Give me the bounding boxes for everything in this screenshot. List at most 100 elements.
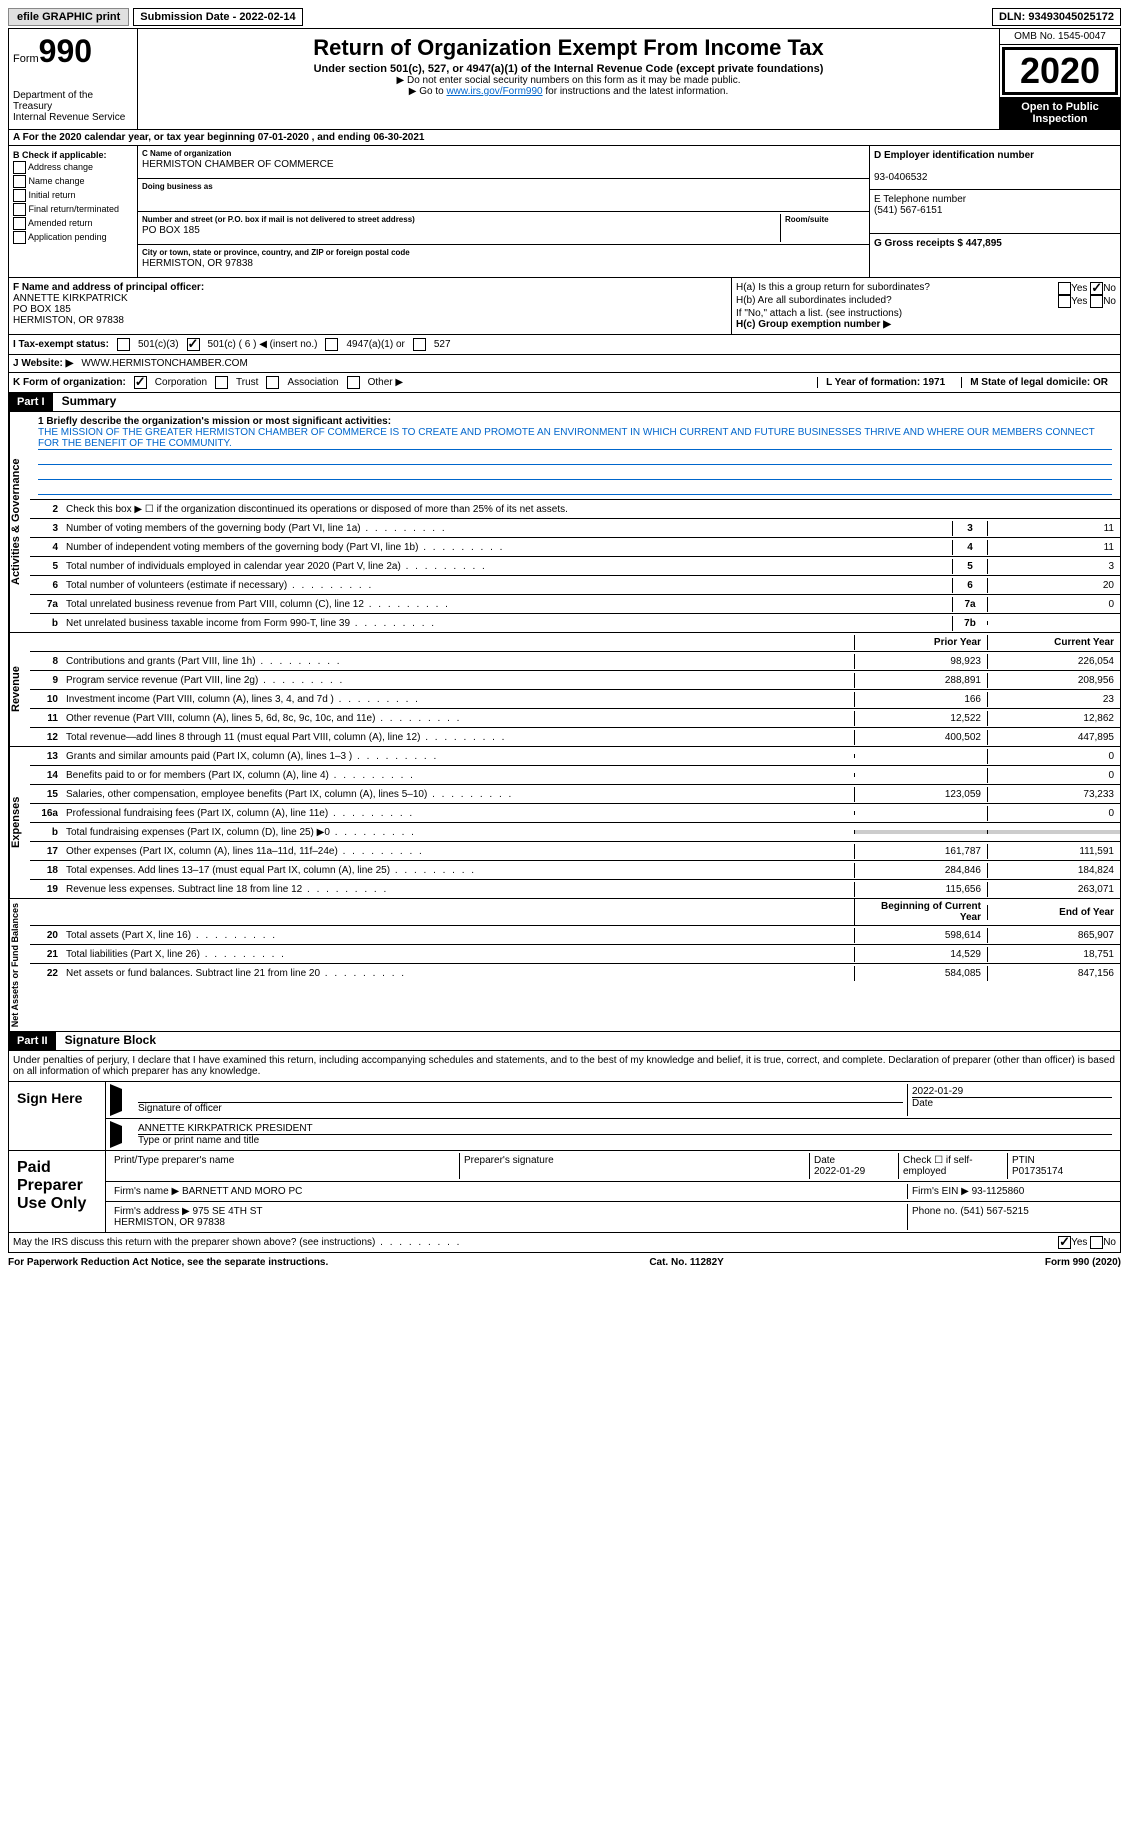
dept-label: Department of the Treasury Internal Reve… xyxy=(13,90,133,123)
footer-right: Form 990 (2020) xyxy=(1045,1257,1121,1268)
room-label: Room/suite xyxy=(785,215,829,224)
summary-line: 5Total number of individuals employed in… xyxy=(30,557,1120,576)
org-address: PO BOX 185 xyxy=(142,225,200,236)
dba-label: Doing business as xyxy=(142,182,213,191)
part1-title: Summary xyxy=(56,394,117,408)
hb-no[interactable] xyxy=(1090,295,1103,308)
sig-date: 2022-01-29 xyxy=(912,1086,1112,1098)
col-current-year: Current Year xyxy=(987,635,1120,650)
row-klm: K Form of organization: Corporation Trus… xyxy=(8,373,1121,393)
summary-line: 16aProfessional fundraising fees (Part I… xyxy=(30,804,1120,823)
col-begin-year: Beginning of Current Year xyxy=(854,899,987,925)
chk-other[interactable] xyxy=(347,376,360,389)
summary-line: 12Total revenue—add lines 8 through 11 (… xyxy=(30,728,1120,746)
summary-line: 17Other expenses (Part IX, column (A), l… xyxy=(30,842,1120,861)
form-label: Form xyxy=(13,53,39,65)
c-name-label: C Name of organization xyxy=(142,149,231,158)
form-subtitle: Under section 501(c), 527, or 4947(a)(1)… xyxy=(142,63,995,75)
ha-yes[interactable] xyxy=(1058,282,1071,295)
line2: Check this box ▶ ☐ if the organization d… xyxy=(62,502,1120,517)
summary-line: 13Grants and similar amounts paid (Part … xyxy=(30,747,1120,766)
prep-date: 2022-01-29 xyxy=(814,1166,865,1177)
penalty-text: Under penalties of perjury, I declare th… xyxy=(9,1051,1120,1081)
page-footer: For Paperwork Reduction Act Notice, see … xyxy=(8,1253,1121,1272)
sign-here-label: Sign Here xyxy=(9,1082,106,1150)
hb-yes[interactable] xyxy=(1058,295,1071,308)
chk-initial[interactable] xyxy=(13,189,26,202)
hb-label: H(b) Are all subordinates included? xyxy=(736,295,892,308)
irs-link[interactable]: www.irs.gov/Form990 xyxy=(446,86,542,97)
chk-assoc[interactable] xyxy=(266,376,279,389)
hb-note: If "No," attach a list. (see instruction… xyxy=(736,308,1116,319)
b-title: B Check if applicable: xyxy=(13,150,107,160)
summary-line: 15Salaries, other compensation, employee… xyxy=(30,785,1120,804)
col-c-org: C Name of organization HERMISTON CHAMBER… xyxy=(138,146,869,277)
ha-no[interactable] xyxy=(1090,282,1103,295)
netassets-block: Net Assets or Fund Balances Beginning of… xyxy=(8,899,1121,1032)
summary-line: 10Investment income (Part VIII, column (… xyxy=(30,690,1120,709)
summary-line: 20Total assets (Part X, line 16)598,6148… xyxy=(30,926,1120,945)
form-title: Return of Organization Exempt From Incom… xyxy=(142,35,995,61)
signature-section: Under penalties of perjury, I declare th… xyxy=(8,1051,1121,1253)
chk-527[interactable] xyxy=(413,338,426,351)
self-employed-check[interactable]: Check ☐ if self-employed xyxy=(903,1155,973,1177)
part2-header: Part II xyxy=(9,1032,56,1050)
summary-line: 19Revenue less expenses. Subtract line 1… xyxy=(30,880,1120,898)
chk-501c3[interactable] xyxy=(117,338,130,351)
line1-label: 1 Briefly describe the organization's mi… xyxy=(38,416,391,427)
chk-final[interactable] xyxy=(13,203,26,216)
header-center: Return of Organization Exempt From Incom… xyxy=(138,29,999,129)
footer-center: Cat. No. 11282Y xyxy=(649,1257,723,1268)
ein-value: 93-0406532 xyxy=(874,172,927,183)
summary-line: 11Other revenue (Part VIII, column (A), … xyxy=(30,709,1120,728)
chk-4947[interactable] xyxy=(325,338,338,351)
firm-ein: 93-1125860 xyxy=(972,1186,1025,1197)
chk-trust[interactable] xyxy=(215,376,228,389)
section-fh: F Name and address of principal officer:… xyxy=(8,278,1121,335)
row-j-website: J Website: ▶ WWW.HERMISTONCHAMBER.COM xyxy=(8,355,1121,373)
chk-pending[interactable] xyxy=(13,231,26,244)
col-prior-year: Prior Year xyxy=(854,635,987,650)
part1-header: Part I xyxy=(9,393,53,411)
row-a-tax-year: A For the 2020 calendar year, or tax yea… xyxy=(8,130,1121,146)
prep-sig-label: Preparer's signature xyxy=(464,1155,554,1166)
website-value: WWW.HERMISTONCHAMBER.COM xyxy=(81,358,247,369)
topbar: efile GRAPHIC print Submission Date - 20… xyxy=(8,8,1121,26)
note-link: ▶ Go to www.irs.gov/Form990 for instruct… xyxy=(142,86,995,97)
year-formation: L Year of formation: 1971 xyxy=(817,377,953,388)
date-label: Date xyxy=(912,1098,933,1109)
chk-corp[interactable] xyxy=(134,376,147,389)
revenue-block: Revenue Prior Year Current Year 8Contrib… xyxy=(8,633,1121,747)
org-city: HERMISTON, OR 97838 xyxy=(142,258,253,269)
mission-block: 1 Briefly describe the organization's mi… xyxy=(30,412,1120,499)
firm-name: BARNETT AND MORO PC xyxy=(182,1186,302,1197)
officer-addr1: PO BOX 185 xyxy=(13,304,71,315)
f-label: F Name and address of principal officer: xyxy=(13,282,204,293)
chk-501c[interactable] xyxy=(187,338,200,351)
part1-header-row: Part I Summary xyxy=(8,393,1121,412)
chk-name[interactable] xyxy=(13,175,26,188)
summary-line: 7aTotal unrelated business revenue from … xyxy=(30,595,1120,614)
addr-label: Number and street (or P.O. box if mail i… xyxy=(142,215,415,224)
note-ssn: ▶ Do not enter social security numbers o… xyxy=(142,75,995,86)
summary-line: 14Benefits paid to or for members (Part … xyxy=(30,766,1120,785)
chk-address[interactable] xyxy=(13,161,26,174)
vlabel-governance: Activities & Governance xyxy=(9,412,30,632)
discuss-yes[interactable] xyxy=(1058,1236,1071,1249)
part2-title: Signature Block xyxy=(59,1033,156,1047)
officer-addr2: HERMISTON, OR 97838 xyxy=(13,315,124,326)
col-end-year: End of Year xyxy=(987,905,1120,920)
part1-body: Activities & Governance 1 Briefly descri… xyxy=(8,412,1121,633)
efile-button[interactable]: efile GRAPHIC print xyxy=(8,8,129,26)
form-header: Form990 Department of the Treasury Inter… xyxy=(8,28,1121,130)
open-inspection: Open to Public Inspection xyxy=(1000,97,1120,129)
summary-line: bTotal fundraising expenses (Part IX, co… xyxy=(30,823,1120,842)
sig-officer-label: Signature of officer xyxy=(138,1103,222,1114)
col-f-officer: F Name and address of principal officer:… xyxy=(9,278,731,334)
discuss-no[interactable] xyxy=(1090,1236,1103,1249)
summary-line: 4Number of independent voting members of… xyxy=(30,538,1120,557)
header-left: Form990 Department of the Treasury Inter… xyxy=(9,29,138,129)
chk-amended[interactable] xyxy=(13,217,26,230)
submission-date: Submission Date - 2022-02-14 xyxy=(133,8,302,26)
col-b-checkboxes: B Check if applicable: Address change Na… xyxy=(9,146,138,277)
